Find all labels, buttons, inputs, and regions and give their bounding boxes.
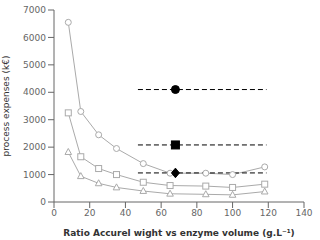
svg-text:100: 100 xyxy=(224,208,241,218)
svg-text:80: 80 xyxy=(191,208,203,218)
svg-text:40: 40 xyxy=(120,208,132,218)
svg-text:0: 0 xyxy=(40,197,46,207)
svg-text:4000: 4000 xyxy=(23,87,46,97)
svg-text:Ratio Accurel wight vs enzyme: Ratio Accurel wight vs enzyme volume (g.… xyxy=(63,228,294,238)
svg-text:6000: 6000 xyxy=(23,33,46,43)
svg-text:140: 140 xyxy=(295,208,312,218)
svg-text:2000: 2000 xyxy=(23,142,46,152)
svg-text:120: 120 xyxy=(260,208,277,218)
svg-text:1000: 1000 xyxy=(23,170,46,180)
svg-text:3000: 3000 xyxy=(23,115,46,125)
svg-text:60: 60 xyxy=(155,208,167,218)
svg-text:7000: 7000 xyxy=(23,5,46,15)
svg-text:20: 20 xyxy=(84,208,96,218)
svg-text:5000: 5000 xyxy=(23,60,46,70)
svg-text:0: 0 xyxy=(51,208,57,218)
svg-text:process expenses (k€): process expenses (k€) xyxy=(8,56,11,157)
